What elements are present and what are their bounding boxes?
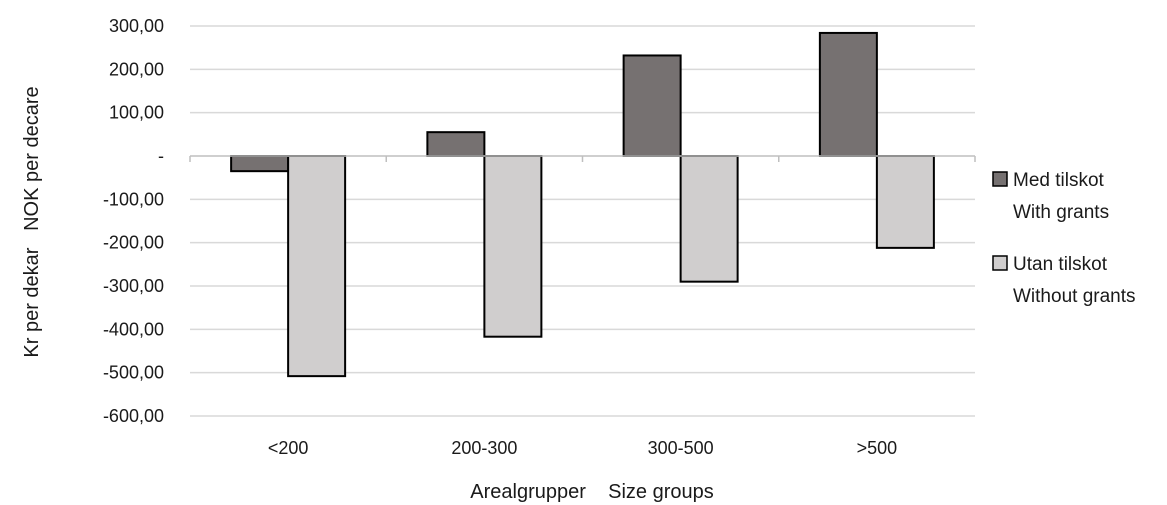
bar-without-grants	[287, 155, 347, 378]
x-axis-title: Arealgrupper Size groups	[470, 481, 713, 503]
x-tick-label: <200	[268, 438, 309, 458]
legend-label: Med tilskot	[1013, 170, 1105, 191]
y-tick-label: 100,00	[109, 103, 164, 123]
legend-label: Utan tilskot	[1013, 254, 1108, 275]
bar-with-grants	[230, 155, 290, 173]
y-axis-title: Kr per dekar NOK per decare	[21, 86, 43, 357]
bar-without-grants	[875, 155, 935, 249]
y-tick-label: 200,00	[109, 59, 164, 79]
y-tick-label: -500,00	[103, 363, 164, 383]
y-tick-label: -100,00	[103, 189, 164, 209]
y-tick-label: 300,00	[109, 16, 164, 36]
y-tick-labels: 300,00 200,00 100,00 - -100,00 -200,00 -300,00…	[103, 16, 164, 426]
legend-swatch	[992, 171, 1008, 187]
bar-without-grants	[679, 155, 739, 283]
bar-with-grants	[818, 31, 878, 157]
y-tick-label: -600,00	[103, 406, 164, 426]
legend: Med tilskot With grants Utan tilskot Withou…	[992, 170, 1136, 307]
legend-label: Without grants	[1013, 286, 1136, 307]
y-tick-label: -	[158, 146, 164, 166]
bar-group	[230, 31, 935, 378]
zero-axis	[189, 155, 976, 162]
bar-with-grants	[622, 54, 682, 157]
y-tick-label: -400,00	[103, 319, 164, 339]
x-tick-labels: <200 200-300 300-500 >500	[268, 438, 897, 458]
x-tick-label: 300-500	[648, 438, 714, 458]
legend-label: With grants	[1013, 202, 1109, 223]
y-tick-label: -300,00	[103, 276, 164, 296]
bar-with-grants	[426, 131, 486, 158]
y-tick-label: -200,00	[103, 233, 164, 253]
x-tick-label: 200-300	[451, 438, 517, 458]
bar-without-grants	[483, 155, 543, 338]
x-tick-label: >500	[857, 438, 898, 458]
legend-swatch	[992, 255, 1008, 271]
